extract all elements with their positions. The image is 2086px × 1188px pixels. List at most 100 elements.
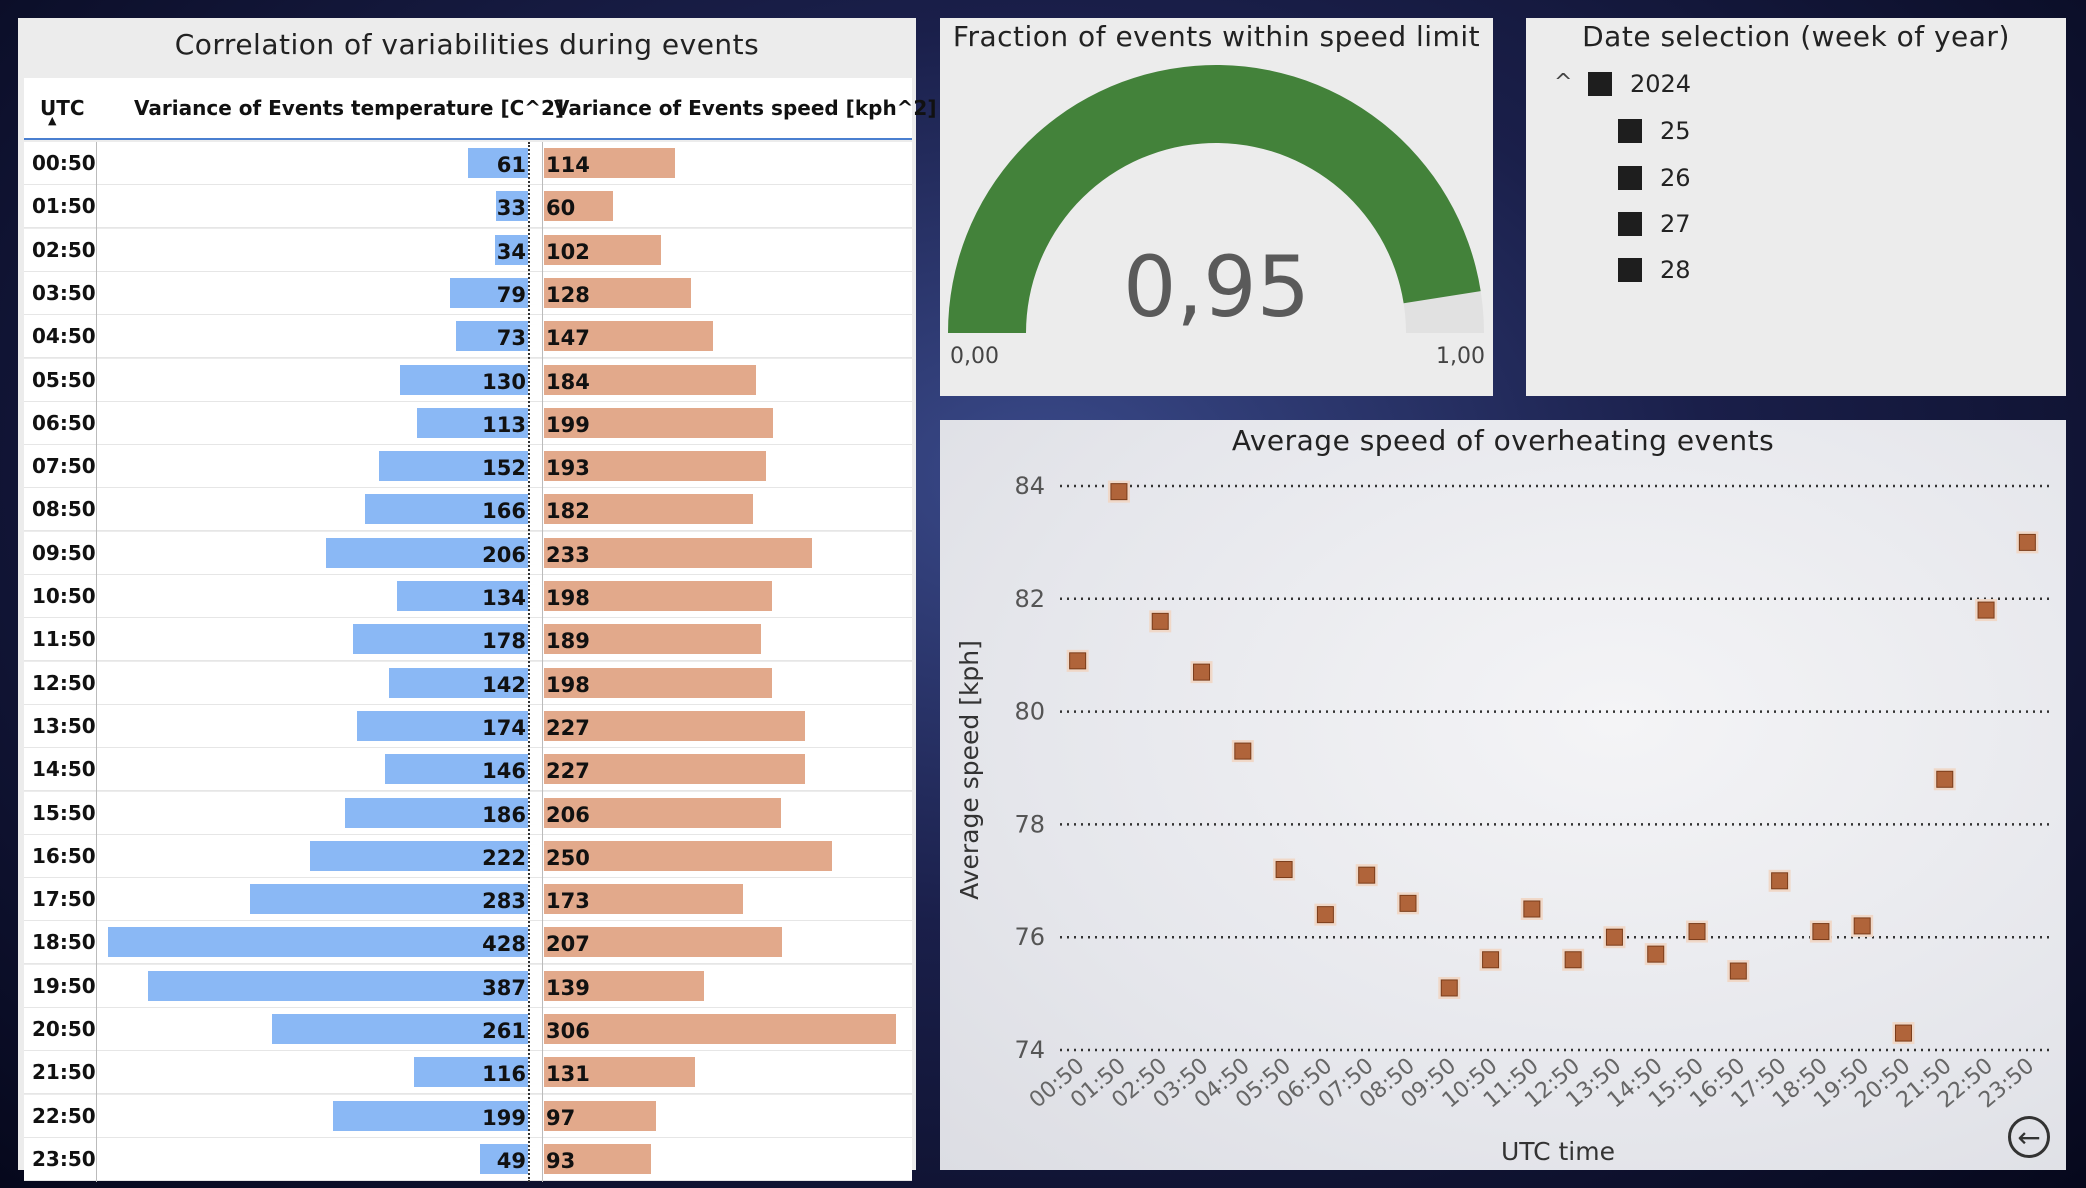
speed-variance-value: 199	[546, 412, 590, 437]
table-row[interactable]: 14:50 146 227	[24, 748, 912, 792]
utc-cell: 21:50	[32, 1060, 96, 1085]
checkbox-icon[interactable]	[1588, 72, 1612, 96]
table-row[interactable]: 03:50 79 128	[24, 271, 912, 315]
data-point	[1275, 861, 1293, 879]
table-row[interactable]: 21:50 116 131	[24, 1051, 912, 1095]
table-row[interactable]: 05:50 130 184	[24, 358, 912, 402]
y-tick-label: 82	[1014, 585, 1045, 613]
sort-ascending-icon[interactable]: ▲	[48, 114, 57, 127]
date-slicer-panel: Date selection (week of year) ^ 2024 25 …	[1526, 18, 2066, 396]
speed-variance-value: 128	[546, 282, 590, 307]
temp-variance-bar	[365, 494, 528, 525]
table-row[interactable]: 15:50 186 206	[24, 791, 912, 835]
speed-variance-value: 207	[546, 932, 590, 957]
utc-cell: 02:50	[32, 237, 96, 262]
data-point	[1069, 652, 1087, 670]
y-tick-label: 80	[1014, 698, 1045, 726]
data-point	[1110, 483, 1128, 501]
temp-variance-bar	[396, 581, 528, 611]
slicer-week-item[interactable]: 25	[1618, 117, 1691, 145]
utc-cell: 05:50	[32, 367, 96, 392]
temp-variance-value: 283	[482, 889, 526, 914]
checkbox-icon[interactable]	[1618, 166, 1642, 190]
y-axis-label: Average speed [kph]	[955, 640, 984, 900]
table-row[interactable]: 16:50 222 250	[24, 834, 912, 878]
table-row[interactable]: 04:50 73 147	[24, 315, 912, 359]
temp-variance-bar	[400, 364, 528, 395]
slicer-year-2024[interactable]: 2024	[1588, 70, 1691, 98]
temp-variance-value: 113	[482, 412, 526, 437]
table-row[interactable]: 02:50 34 102	[24, 228, 912, 272]
speed-variance-column-header[interactable]: Variance of Events speed [kph^2]	[554, 96, 937, 120]
speed-variance-bar	[544, 148, 676, 178]
temp-variance-column-header[interactable]: Variance of Events temperature [C^2]	[134, 96, 565, 120]
utc-cell: 09:50	[32, 540, 96, 565]
gauge-panel: Fraction of events within speed limit 0,…	[940, 18, 1493, 396]
speed-variance-bar	[544, 797, 781, 828]
speed-variance-value: 227	[546, 715, 590, 740]
speed-variance-value: 189	[546, 629, 590, 654]
temp-variance-value: 222	[482, 845, 526, 870]
data-point	[1193, 663, 1211, 681]
speed-variance-value: 147	[546, 326, 590, 351]
scatter-title: Average speed of overheating events	[1231, 424, 1775, 457]
temp-variance-bar	[108, 927, 528, 958]
speed-variance-bar	[544, 1100, 656, 1131]
temp-variance-bar	[345, 797, 528, 828]
utc-column-header[interactable]: UTC	[40, 96, 85, 120]
data-point	[1894, 1024, 1912, 1042]
speed-variance-bar	[544, 754, 806, 785]
checkbox-icon[interactable]	[1618, 212, 1642, 236]
data-point	[1853, 917, 1871, 935]
data-point	[1316, 906, 1334, 924]
utc-cell: 03:50	[32, 280, 96, 305]
slicer-week-item[interactable]: 28	[1618, 256, 1691, 284]
table-row[interactable]: 11:50 178 189	[24, 618, 912, 662]
slicer-week-label: 28	[1660, 256, 1691, 284]
slicer-title: Date selection (week of year)	[1582, 20, 2010, 53]
gauge-min-label: 0,00	[950, 344, 999, 369]
utc-cell: 00:50	[32, 151, 96, 175]
speed-variance-bar	[544, 970, 704, 1001]
table-row[interactable]: 06:50 113 199	[24, 401, 912, 445]
data-point	[1523, 900, 1541, 918]
table-row[interactable]: 18:50 428 207	[24, 921, 912, 965]
table-row[interactable]: 17:50 283 173	[24, 878, 912, 922]
table-row[interactable]: 00:50 61 114	[24, 142, 912, 185]
table-row[interactable]: 23:50 49 93	[24, 1137, 912, 1181]
table-title: Correlation of variabilities during even…	[174, 28, 760, 61]
table-row[interactable]: 09:50 206 233	[24, 531, 912, 575]
checkbox-icon[interactable]	[1618, 258, 1642, 282]
slicer-week-label: 25	[1660, 117, 1691, 145]
utc-cell: 13:50	[32, 713, 96, 738]
table-row[interactable]: 07:50 152 193	[24, 445, 912, 489]
temp-variance-value: 146	[482, 759, 526, 784]
slicer-week-item[interactable]: 26	[1618, 164, 1691, 192]
table-row[interactable]: 01:50 33 60	[24, 185, 912, 229]
table-row[interactable]: 20:50 261 306	[24, 1008, 912, 1051]
back-arrow-icon[interactable]: ←	[2008, 1116, 2050, 1158]
speed-variance-bar	[544, 451, 766, 482]
speed-bar-axis	[542, 142, 543, 1182]
checkbox-icon[interactable]	[1618, 119, 1642, 143]
table-row[interactable]: 08:50 166 182	[24, 488, 912, 532]
table-row[interactable]: 22:50 199 97	[24, 1094, 912, 1138]
speed-variance-value: 250	[546, 845, 590, 870]
data-point	[1729, 962, 1747, 980]
table-row[interactable]: 12:50 142 198	[24, 661, 912, 705]
temp-variance-bar	[384, 754, 528, 785]
utc-cell: 14:50	[32, 757, 96, 782]
collapse-caret-icon[interactable]: ^	[1554, 70, 1573, 95]
table-row[interactable]: 13:50 174 227	[24, 704, 912, 748]
slicer-week-item[interactable]: 27	[1618, 210, 1691, 238]
data-point	[1482, 951, 1500, 969]
table-row[interactable]: 10:50 134 198	[24, 575, 912, 618]
y-tick-label: 74	[1014, 1036, 1045, 1064]
speed-variance-bar	[544, 234, 662, 265]
utc-cell: 22:50	[32, 1103, 96, 1128]
utc-cell: 10:50	[32, 584, 96, 608]
table-row[interactable]: 19:50 387 139	[24, 964, 912, 1008]
data-point	[1688, 923, 1706, 941]
table-header: UTC ▲ Variance of Events temperature [C^…	[24, 78, 937, 138]
temp-variance-value: 61	[496, 153, 526, 177]
